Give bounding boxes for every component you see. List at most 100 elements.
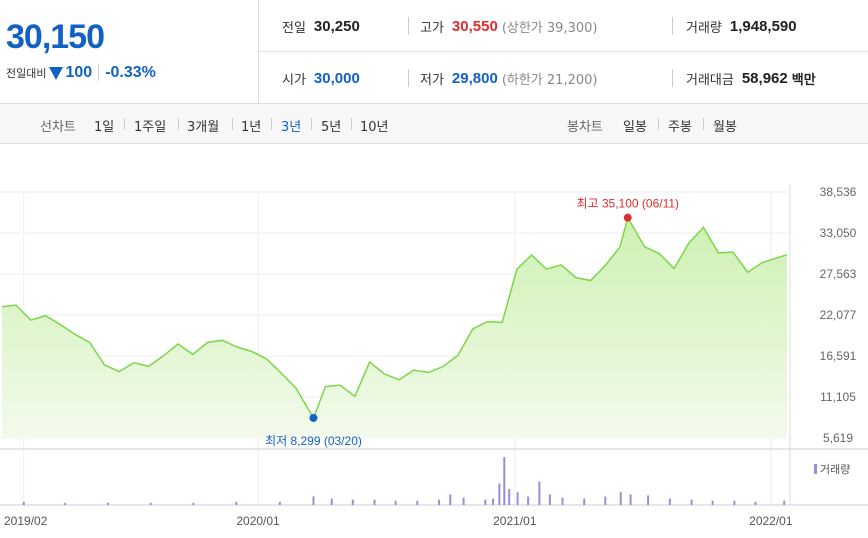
price-chart[interactable]: 38,536 33,050 27,563 22,077 16,591 11,105 5,61…	[0, 144, 868, 538]
y-tick-label: 16,591	[820, 349, 857, 363]
day-low-value: 29,800	[451, 69, 498, 87]
volume-bar	[351, 499, 354, 505]
day-low-label: 저가	[420, 72, 444, 88]
tab-weekly[interactable]: 주봉	[668, 120, 692, 135]
divider	[232, 118, 233, 130]
trade-amount-label: 거래대금	[686, 72, 734, 88]
divider	[124, 118, 125, 130]
high-annotation: 최고 35,100 (06/11)	[576, 197, 679, 211]
divider	[311, 118, 312, 130]
volume-bar	[449, 494, 452, 505]
chart-tab-bar: 선차트 1일 1주일 3개월 1년 3년 5년 10년 봉차트 일봉 주봉 월봉	[0, 104, 868, 144]
volume-label: 거래량	[686, 20, 722, 36]
trade-amount: 거래대금 58,962 백만	[686, 52, 816, 104]
divider	[672, 17, 673, 35]
volume-bar	[538, 481, 541, 505]
volume-bar	[394, 500, 397, 505]
quote-stats: 전일 30,250 고가 30,550 (상한가 39,300) 거래량 1,9…	[259, 0, 868, 104]
day-high: 고가 30,550 (상한가 39,300)	[420, 0, 597, 52]
divider	[703, 118, 704, 130]
volume-bar	[192, 502, 195, 505]
y-tick-label: 33,050	[820, 226, 857, 240]
volume-bar	[416, 500, 419, 505]
volume-bar	[561, 497, 564, 505]
day-low: 저가 29,800 (하한가 21,200)	[420, 52, 597, 104]
lower-limit: (하한가 21,200)	[501, 72, 598, 88]
volume-bar	[22, 501, 25, 505]
divider	[672, 69, 673, 87]
tab-1d[interactable]: 1일	[94, 120, 115, 135]
volume-bar	[527, 496, 530, 505]
tab-5y[interactable]: 5년	[321, 120, 342, 135]
volume-value: 1,948,590	[729, 17, 797, 35]
volume-bar	[668, 498, 671, 505]
quote-header: 30,150 전일대비 100 -0.33% 전일 30,250 고가 30,5…	[0, 0, 868, 104]
volume-bar	[733, 500, 736, 505]
divider	[408, 69, 409, 87]
high-point-marker	[623, 213, 632, 222]
volume-bar	[484, 499, 487, 505]
x-tick-label: 2022/01	[749, 514, 793, 528]
day-high-label: 고가	[420, 20, 444, 36]
divider	[658, 118, 659, 130]
divider	[98, 65, 100, 81]
line-chart-label: 선차트	[40, 120, 76, 135]
volume-bar	[462, 497, 465, 505]
candle-chart-label: 봉차트	[567, 120, 603, 135]
volume-bar	[548, 494, 551, 505]
volume-bar	[330, 498, 333, 505]
change-label: 전일대비	[6, 67, 47, 80]
tab-1y[interactable]: 1년	[241, 120, 262, 135]
change-value: 100	[65, 64, 93, 81]
stats-row-1: 전일 30,250 고가 30,550 (상한가 39,300) 거래량 1,9…	[259, 0, 868, 52]
volume-bar	[278, 501, 281, 505]
x-tick-label: 2021/01	[493, 514, 537, 528]
y-tick-label: 22,077	[820, 308, 857, 322]
volume-bar	[503, 457, 506, 505]
day-high-value: 30,550	[451, 17, 498, 35]
volume-legend-swatch	[814, 464, 817, 474]
divider	[271, 118, 272, 130]
price-box: 30,150 전일대비 100 -0.33%	[0, 0, 259, 104]
low-annotation: 최저 8,299 (03/20)	[265, 434, 362, 448]
y-tick-label: 5,619	[823, 431, 853, 445]
tab-daily[interactable]: 일봉	[623, 120, 647, 135]
volume-bar	[619, 492, 622, 505]
volume-bar	[647, 495, 650, 505]
divider	[351, 118, 352, 130]
y-tick-label: 27,563	[820, 267, 857, 281]
volume-bar	[783, 500, 786, 505]
y-axis-labels: 38,536 33,050 27,563 22,077 16,591 11,105 5,61…	[820, 185, 857, 445]
tab-3y[interactable]: 3년	[281, 120, 302, 135]
divider	[408, 17, 409, 35]
volume-bar	[438, 499, 441, 505]
x-tick-label: 2019/02	[4, 514, 48, 528]
y-tick-label: 38,536	[820, 185, 857, 199]
x-axis-labels: 2019/02 2020/01 2021/01 2022/01	[4, 514, 793, 528]
change-row: 전일대비 100 -0.33%	[6, 64, 156, 82]
tab-monthly[interactable]: 월봉	[713, 120, 737, 135]
y-tick-label: 11,105	[820, 390, 856, 404]
low-point-marker	[309, 413, 318, 422]
volume-bar	[373, 499, 376, 505]
price-line	[1, 215, 788, 420]
volume-bar	[508, 489, 511, 505]
volume-legend-label: 거래량	[820, 463, 850, 476]
prev-close-value: 30,250	[313, 17, 360, 35]
tab-10y[interactable]: 10년	[360, 120, 389, 135]
x-tick-label: 2020/01	[236, 514, 280, 528]
open-value: 30,000	[313, 69, 360, 87]
prev-close: 전일 30,250	[282, 0, 360, 52]
chart-annotations: 최고 35,100 (06/11) 최저 8,299 (03/20)	[265, 197, 679, 448]
volume-bar	[754, 501, 757, 505]
open-label: 시가	[282, 72, 306, 88]
volume-bar	[64, 502, 67, 505]
volume-bar	[235, 501, 238, 505]
tab-3m[interactable]: 3개월	[187, 120, 220, 135]
volume-bar	[629, 494, 632, 505]
volume-bar	[690, 499, 693, 505]
tab-1w[interactable]: 1주일	[134, 120, 167, 135]
volume-bar	[312, 496, 315, 505]
prev-close-label: 전일	[282, 20, 306, 36]
volume-bar	[149, 502, 152, 505]
